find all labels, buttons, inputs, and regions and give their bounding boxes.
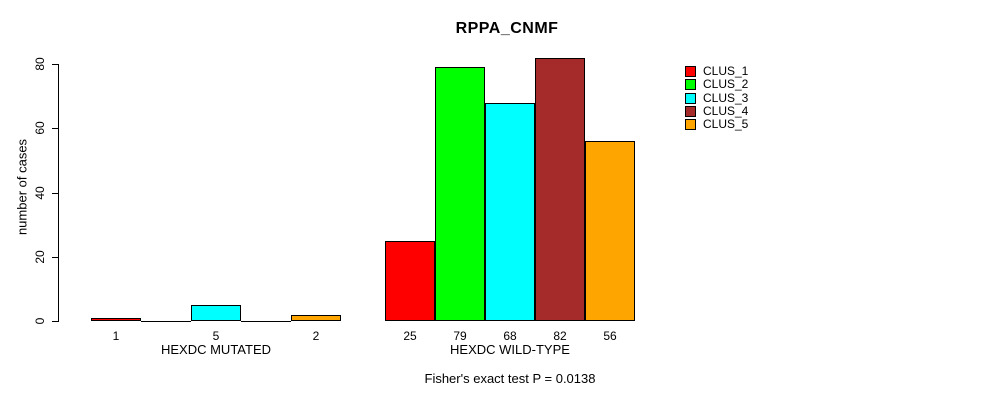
bar-clus_2-group2 bbox=[435, 67, 485, 321]
legend-label: CLUS_5 bbox=[703, 117, 749, 131]
bar-value-label: 56 bbox=[603, 329, 617, 343]
bar-clus_3-group2 bbox=[485, 103, 535, 321]
fisher-test-annotation: Fisher's exact test P = 0.0138 bbox=[424, 371, 596, 386]
y-axis-tick-label: 0 bbox=[33, 317, 47, 325]
legend-label: CLUS_3 bbox=[703, 91, 749, 105]
y-axis-tick-label: 60 bbox=[33, 121, 47, 135]
bar-clus_4-group1 bbox=[241, 321, 291, 322]
legend-color-swatch bbox=[685, 105, 696, 117]
legend-label: CLUS_4 bbox=[703, 104, 749, 118]
legend-item-clus_3: CLUS_3 bbox=[685, 92, 748, 104]
legend-color-swatch bbox=[685, 118, 696, 130]
y-axis-tick bbox=[52, 64, 58, 65]
legend-label: CLUS_1 bbox=[703, 64, 749, 78]
chart-title: RPPA_CNMF bbox=[455, 20, 559, 37]
legend-item-clus_5: CLUS_5 bbox=[685, 118, 748, 130]
bar-value-label: 25 bbox=[403, 329, 417, 343]
bar-clus_3-group1 bbox=[191, 305, 241, 321]
bar-clus_4-group2 bbox=[535, 58, 585, 321]
legend-color-swatch bbox=[685, 65, 696, 77]
bar-clus_5-group1 bbox=[291, 315, 341, 321]
bar-value-label: 1 bbox=[112, 329, 120, 343]
bar-clus_1-group2 bbox=[385, 241, 435, 321]
y-axis-tick-label: 80 bbox=[33, 57, 47, 71]
bar-clus_5-group2 bbox=[585, 141, 635, 321]
bar-value-label: 2 bbox=[312, 329, 320, 343]
group-label-hexdc-wild-type: HEXDC WILD-TYPE bbox=[450, 342, 570, 357]
y-axis-line bbox=[58, 64, 59, 322]
y-axis-tick bbox=[52, 321, 58, 322]
legend-item-clus_1: CLUS_1 bbox=[685, 65, 748, 77]
y-axis-label: number of cases bbox=[14, 138, 30, 236]
bar-clus_1-group1 bbox=[91, 318, 141, 321]
legend-label: CLUS_2 bbox=[703, 77, 749, 91]
bar-value-label: 5 bbox=[212, 329, 220, 343]
y-axis-tick bbox=[52, 128, 58, 129]
bar-value-label: 79 bbox=[453, 329, 467, 343]
y-axis-tick-label: 40 bbox=[33, 186, 47, 200]
legend-item-clus_2: CLUS_2 bbox=[685, 78, 748, 90]
legend-color-swatch bbox=[685, 92, 696, 104]
legend-item-clus_4: CLUS_4 bbox=[685, 105, 748, 117]
y-axis-tick-label: 20 bbox=[33, 250, 47, 264]
group-label-hexdc-mutated: HEXDC MUTATED bbox=[160, 342, 272, 357]
bar-value-label: 82 bbox=[553, 329, 567, 343]
y-axis-tick bbox=[52, 257, 58, 258]
bar-value-label: 68 bbox=[503, 329, 517, 343]
bar-clus_2-group1 bbox=[141, 321, 191, 322]
legend-color-swatch bbox=[685, 78, 696, 90]
y-axis-tick bbox=[52, 193, 58, 194]
